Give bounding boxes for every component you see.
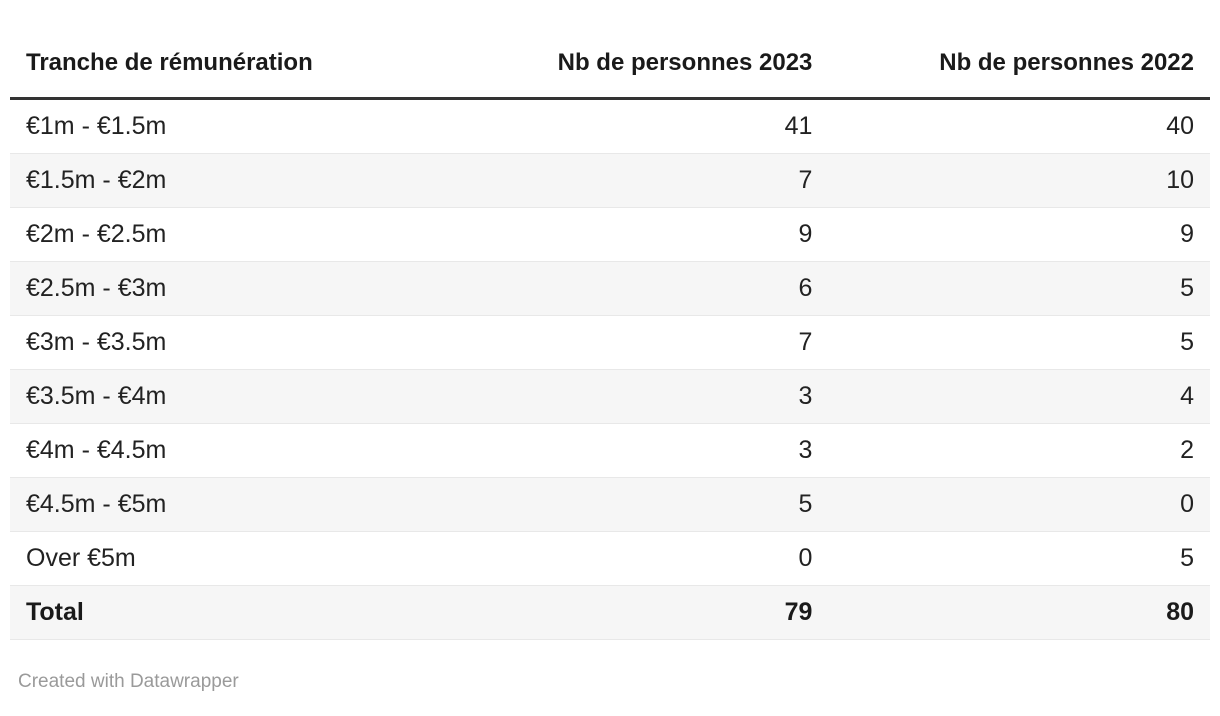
- remuneration-table: Tranche de rémunération Nb de personnes …: [10, 40, 1210, 640]
- column-header-2023: Nb de personnes 2023: [480, 40, 829, 100]
- cell-count-2022: 0: [828, 477, 1210, 532]
- cell-count-2023: 7: [480, 315, 829, 370]
- cell-tranche: €1.5m - €2m: [10, 153, 481, 208]
- cell-count-2022: 80: [828, 585, 1210, 640]
- table-row: €1m - €1.5m 41 40: [10, 98, 1210, 154]
- table-row: Over €5m 0 5: [10, 531, 1210, 586]
- cell-count-2023: 41: [480, 98, 829, 154]
- cell-count-2022: 10: [828, 153, 1210, 208]
- attribution: Created with Datawrapper: [18, 670, 1202, 694]
- table-row: €2.5m - €3m 6 5: [10, 261, 1210, 316]
- cell-count-2022: 9: [828, 207, 1210, 262]
- table-row: €2m - €2.5m 9 9: [10, 207, 1210, 262]
- cell-tranche: €4.5m - €5m: [10, 477, 481, 532]
- table-row: Total 79 80: [10, 585, 1210, 640]
- column-header-tranche: Tranche de rémunération: [10, 40, 481, 100]
- cell-tranche: €3m - €3.5m: [10, 315, 481, 370]
- cell-tranche: €3.5m - €4m: [10, 369, 481, 424]
- cell-count-2022: 5: [828, 315, 1210, 370]
- table-row: €4m - €4.5m 3 2: [10, 423, 1210, 478]
- table-row: €3m - €3.5m 7 5: [10, 315, 1210, 370]
- cell-tranche: €1m - €1.5m: [10, 98, 481, 154]
- cell-count-2023: 0: [480, 531, 829, 586]
- cell-count-2023: 9: [480, 207, 829, 262]
- cell-count-2022: 5: [828, 531, 1210, 586]
- table-row: €1.5m - €2m 7 10: [10, 153, 1210, 208]
- cell-tranche: Over €5m: [10, 531, 481, 586]
- cell-tranche: €2.5m - €3m: [10, 261, 481, 316]
- table-row: €3.5m - €4m 3 4: [10, 369, 1210, 424]
- cell-count-2023: 7: [480, 153, 829, 208]
- cell-count-2023: 3: [480, 369, 829, 424]
- attribution-link[interactable]: Created with Datawrapper: [18, 671, 239, 692]
- cell-tranche: €4m - €4.5m: [10, 423, 481, 478]
- cell-count-2023: 3: [480, 423, 829, 478]
- cell-count-2023: 79: [480, 585, 829, 640]
- table-row: €4.5m - €5m 5 0: [10, 477, 1210, 532]
- cell-tranche: Total: [10, 585, 481, 640]
- cell-count-2022: 4: [828, 369, 1210, 424]
- cell-count-2023: 5: [480, 477, 829, 532]
- column-header-2022: Nb de personnes 2022: [828, 40, 1210, 100]
- cell-count-2022: 2: [828, 423, 1210, 478]
- cell-count-2022: 40: [828, 98, 1210, 154]
- cell-tranche: €2m - €2.5m: [10, 207, 481, 262]
- cell-count-2022: 5: [828, 261, 1210, 316]
- cell-count-2023: 6: [480, 261, 829, 316]
- datawrapper-table-page: Tranche de rémunération Nb de personnes …: [10, 40, 1210, 694]
- header-row: Tranche de rémunération Nb de personnes …: [10, 40, 1210, 100]
